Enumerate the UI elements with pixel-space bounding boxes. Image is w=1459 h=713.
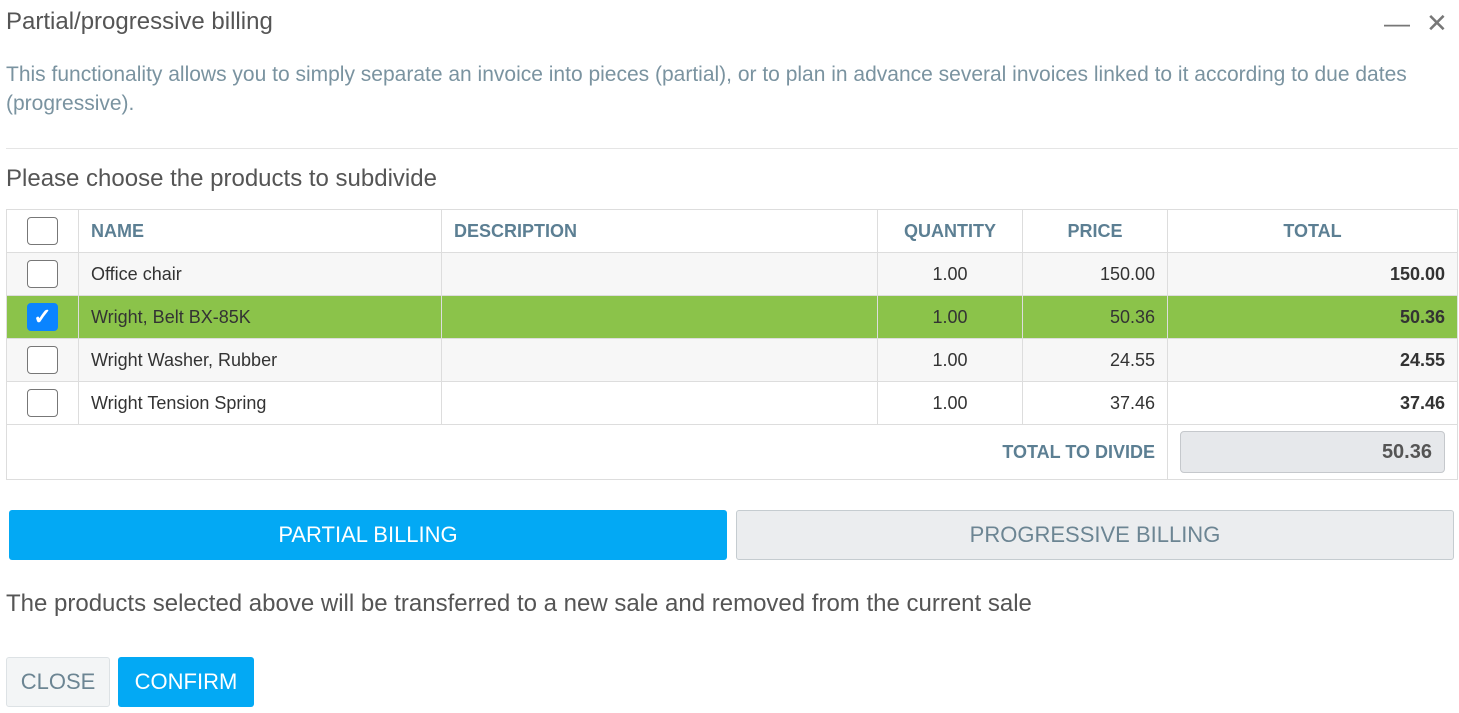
row-checkbox[interactable]: ✓ <box>27 303 58 331</box>
header-description[interactable]: DESCRIPTION <box>441 209 878 253</box>
row-quantity: 1.00 <box>877 381 1023 425</box>
row-total: 50.36 <box>1167 295 1458 339</box>
table-row[interactable]: ✓ Wright, Belt BX-85K 1.00 50.36 50.36 <box>6 295 1458 339</box>
row-description <box>441 338 878 382</box>
row-price: 150.00 <box>1022 252 1168 296</box>
section-subtitle: Please choose the products to subdivide <box>6 165 437 192</box>
table-header: NAME DESCRIPTION QUANTITY PRICE TOTAL <box>6 209 1458 253</box>
row-name: Wright, Belt BX-85K <box>78 295 442 339</box>
row-select-cell: ✓ <box>6 295 79 339</box>
row-total: 37.46 <box>1167 381 1458 425</box>
table-row[interactable]: Wright Tension Spring 1.00 37.46 37.46 <box>6 381 1458 425</box>
row-select-cell <box>6 252 79 296</box>
select-all-checkbox[interactable] <box>27 217 58 245</box>
close-icon[interactable]: ✕ <box>1426 8 1448 38</box>
table-row[interactable]: Wright Washer, Rubber 1.00 24.55 24.55 <box>6 338 1458 382</box>
row-name: Wright Tension Spring <box>78 381 442 425</box>
table-row[interactable]: Office chair 1.00 150.00 150.00 <box>6 252 1458 296</box>
row-select-cell <box>6 381 79 425</box>
header-name[interactable]: NAME <box>78 209 442 253</box>
row-quantity: 1.00 <box>877 295 1023 339</box>
row-description <box>441 252 878 296</box>
products-table: NAME DESCRIPTION QUANTITY PRICE TOTAL Of… <box>6 209 1458 480</box>
close-button[interactable]: CLOSE <box>6 657 110 707</box>
row-description <box>441 295 878 339</box>
tab-partial-billing[interactable]: PARTIAL BILLING <box>9 510 727 560</box>
divider <box>6 148 1458 149</box>
row-price: 50.36 <box>1022 295 1168 339</box>
row-checkbox[interactable] <box>27 260 58 288</box>
tab-progressive-billing[interactable]: PROGRESSIVE BILLING <box>736 510 1454 560</box>
row-total: 24.55 <box>1167 338 1458 382</box>
confirm-button[interactable]: CONFIRM <box>118 657 254 707</box>
total-to-divide-value: 50.36 <box>1180 431 1445 473</box>
minimize-icon[interactable]: — <box>1384 8 1410 38</box>
row-total: 150.00 <box>1167 252 1458 296</box>
total-to-divide-label: TOTAL TO DIVIDE <box>6 424 1168 480</box>
header-quantity[interactable]: QUANTITY <box>877 209 1023 253</box>
select-all-cell <box>6 209 79 253</box>
row-price: 37.46 <box>1022 381 1168 425</box>
transfer-note: The products selected above will be tran… <box>6 590 1032 617</box>
row-description <box>441 381 878 425</box>
row-checkbox[interactable] <box>27 389 58 417</box>
row-name: Office chair <box>78 252 442 296</box>
row-name: Wright Washer, Rubber <box>78 338 442 382</box>
row-quantity: 1.00 <box>877 252 1023 296</box>
row-quantity: 1.00 <box>877 338 1023 382</box>
dialog-title: Partial/progressive billing <box>6 8 273 35</box>
header-total[interactable]: TOTAL <box>1167 209 1458 253</box>
row-checkbox[interactable] <box>27 346 58 374</box>
row-select-cell <box>6 338 79 382</box>
total-row: TOTAL TO DIVIDE 50.36 <box>6 424 1458 480</box>
header-price[interactable]: PRICE <box>1022 209 1168 253</box>
row-price: 24.55 <box>1022 338 1168 382</box>
intro-text: This functionality allows you to simply … <box>6 63 1407 115</box>
